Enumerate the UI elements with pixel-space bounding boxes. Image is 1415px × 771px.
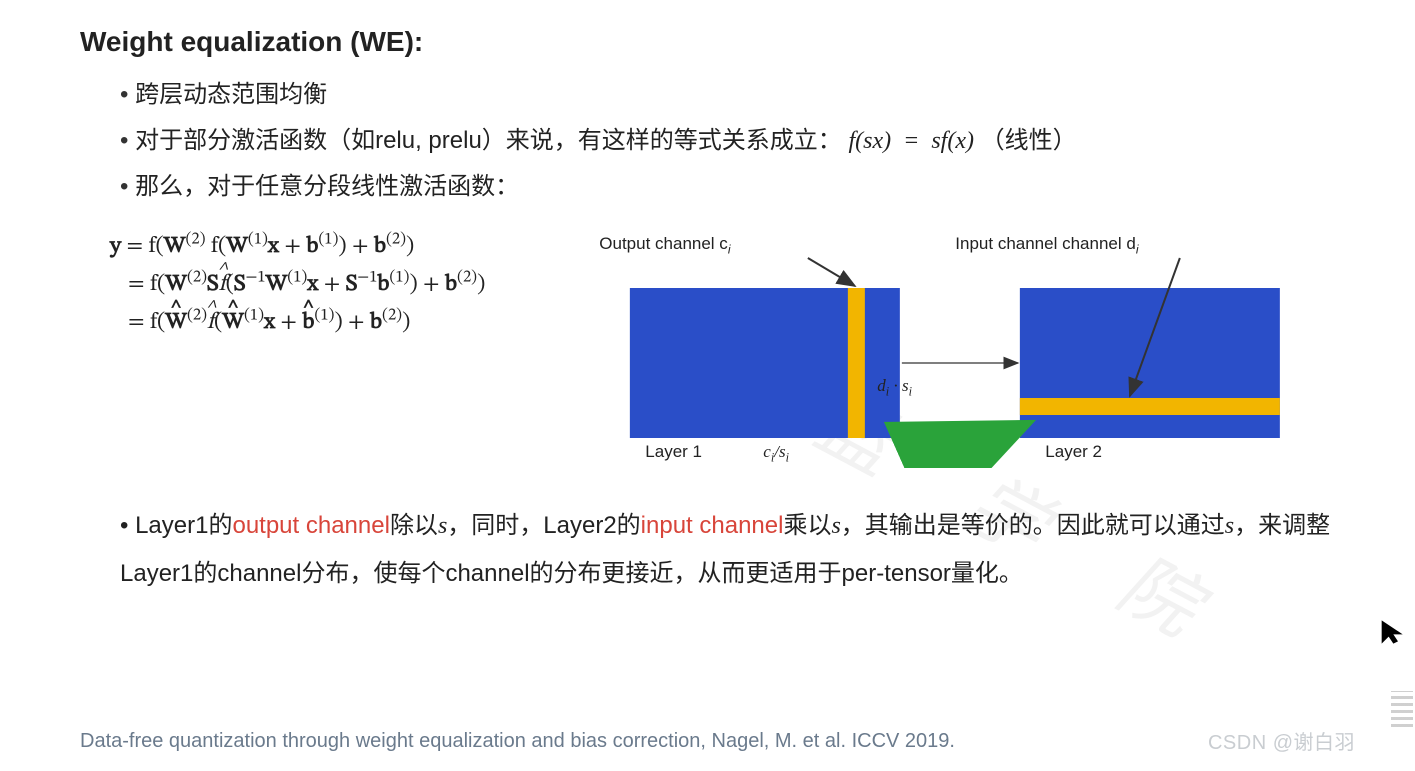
- bullet-list: 跨层动态范围均衡 对于部分激活函数（如relu, prelu）来说，有这样的等式…: [80, 72, 1375, 210]
- csdn-watermark: CSDN @谢白羽: [1208, 726, 1355, 755]
- layer2-label: Layer 2: [1045, 442, 1102, 462]
- ratio-label: ci/si: [763, 442, 789, 462]
- eq-sup2: (2): [185, 230, 205, 247]
- eq-close1: ) +: [338, 235, 374, 258]
- ratio-c: c: [763, 442, 771, 461]
- eq2-bsup1: (1): [389, 268, 409, 285]
- eq3-sup2: (2): [187, 306, 207, 323]
- eq3-bsup1: (1): [314, 306, 334, 323]
- eq3-bsup2: (2): [382, 306, 402, 323]
- middle-row: y = f(W(2) f(W(1)x + b(1)) + b(2)) = f(W…: [80, 228, 1375, 468]
- layer1-output-stripe: [848, 288, 865, 438]
- eq3-sup1: (1): [244, 306, 264, 323]
- bb-seg2: output channel: [232, 512, 389, 539]
- eq2-inv1: −1: [245, 268, 265, 285]
- eq2-plus: +: [318, 273, 345, 296]
- equation-block: y = f(W(2) f(W(1)x + b(1)) + b(2)) = f(W…: [80, 228, 485, 342]
- eq3-close: ) +: [334, 311, 370, 334]
- eq2-close: ) +: [409, 273, 445, 296]
- bottom-bullet: Layer1的output channel除以s，同时，Layer2的input…: [80, 502, 1375, 598]
- bb-seg4: ，同时，Layer2的: [447, 512, 640, 539]
- eq-W1: W: [226, 235, 248, 258]
- eq-end: ): [406, 235, 414, 258]
- eq3-W2hat: W: [165, 304, 187, 342]
- bullet-2: 对于部分激活函数（如relu, prelu）来说，有这样的等式关系成立： f(s…: [120, 118, 1375, 165]
- bb-seg6: 乘以: [783, 512, 831, 539]
- eq2-bsup2: (2): [457, 268, 477, 285]
- eq2-inv2: −1: [357, 268, 377, 285]
- eq2-W1: W: [266, 273, 288, 296]
- resize-handle-icon: [1391, 691, 1413, 727]
- product-label: di · si: [877, 376, 912, 396]
- eq3-fhat: f: [207, 304, 214, 342]
- bb-seg7: ，其输出是等价的。因此就可以通过: [841, 512, 1225, 539]
- eq-plus1: +: [279, 235, 306, 258]
- eq3-eq: = f(: [128, 311, 165, 334]
- eq-y: y: [110, 235, 121, 258]
- bb-s1: s: [438, 513, 447, 539]
- eq2-sup2: (2): [187, 268, 207, 285]
- eq-bsup2: (2): [386, 230, 406, 247]
- diagram-svg: [505, 228, 1375, 468]
- bullet-2-prefix: 对于部分激活函数（如relu, prelu）来说，有这样的等式关系成立：: [135, 127, 842, 154]
- bb-seg3: 除以: [390, 512, 438, 539]
- bullet-3-text: 那么，对于任意分段线性激活函数：: [135, 173, 519, 200]
- bullet-1-text: 跨层动态范围均衡: [135, 81, 327, 108]
- eq3-b1hat: b: [302, 304, 314, 342]
- output-channel-text: Output channel c: [599, 234, 728, 253]
- input-channel-sub: i: [1136, 242, 1139, 256]
- ratio-si: i: [786, 450, 789, 464]
- eq3-plus: +: [275, 311, 302, 334]
- eq-sup1: (1): [248, 230, 268, 247]
- layer-diagram: Output channel ci Input channel channel …: [505, 228, 1375, 468]
- slide-title: Weight equalization (WE):: [80, 26, 1375, 58]
- output-pointer-arrow: [808, 258, 855, 286]
- eq3-W1hat: W: [222, 304, 244, 342]
- citation: Data-free quantization through weight eq…: [80, 730, 955, 753]
- bullet-1: 跨层动态范围均衡: [120, 72, 1375, 118]
- input-channel-label: Input channel channel di: [955, 234, 1138, 254]
- green-arrow: [955, 428, 1018, 456]
- output-channel-sub: i: [728, 242, 731, 256]
- eq3-end: ): [402, 311, 410, 334]
- eq2-end: ): [477, 273, 485, 296]
- eq2-Sinv2: S: [346, 273, 358, 296]
- eq-b1: b: [306, 235, 318, 258]
- eq-W2: W: [164, 235, 186, 258]
- bb-s3: s: [1225, 513, 1234, 539]
- eq2-b1: b: [377, 273, 389, 296]
- output-channel-label: Output channel ci: [599, 234, 730, 254]
- eq2-eq: = f(: [128, 273, 165, 296]
- eq-bsup1: (1): [318, 230, 338, 247]
- bullet-2-suffix: （线性）: [981, 127, 1077, 154]
- eq2-sup1: (1): [287, 268, 307, 285]
- bullet-3: 那么，对于任意分段线性激活函数：: [120, 164, 1375, 210]
- equation-line-1: y = f(W(2) f(W(1)x + b(1)) + b(2)): [110, 228, 485, 266]
- slide: Weight equalization (WE): 跨层动态范围均衡 对于部分激…: [0, 0, 1415, 771]
- layer2-input-stripe: [1020, 398, 1280, 415]
- eq3-b2: b: [370, 311, 382, 334]
- eq-t1: = f(: [121, 235, 164, 258]
- equation-line-3: = f(W(2)f(W(1)x + b(1)) + b(2)): [110, 304, 485, 342]
- ratio-slash: /s: [774, 442, 785, 461]
- eq-b2: b: [374, 235, 386, 258]
- bb-s2: s: [831, 513, 840, 539]
- prod-dot: · s: [889, 376, 908, 395]
- eq2-b2: b: [445, 273, 457, 296]
- equation-line-2: = f(W(2)Sf(S−1W(1)x + S−1b(1)) + b(2)): [110, 266, 485, 304]
- eq-x: x: [268, 235, 279, 258]
- bullet-2-equation: f(sx) = sf(x): [848, 128, 973, 154]
- bottom-bullet-item: Layer1的output channel除以s，同时，Layer2的input…: [120, 502, 1335, 598]
- eq3-x: x: [264, 311, 275, 334]
- prod-si: i: [909, 384, 912, 398]
- bb-seg5: input channel: [641, 512, 784, 539]
- bb-seg1: Layer1的: [135, 512, 232, 539]
- eq2-fhat: f: [219, 266, 226, 304]
- layer1-label: Layer 1: [645, 442, 702, 462]
- prod-d: d: [877, 376, 886, 395]
- cursor-icon: [1377, 618, 1405, 646]
- input-channel-text: Input channel channel d: [955, 234, 1136, 253]
- layer2-rect: [1020, 288, 1280, 438]
